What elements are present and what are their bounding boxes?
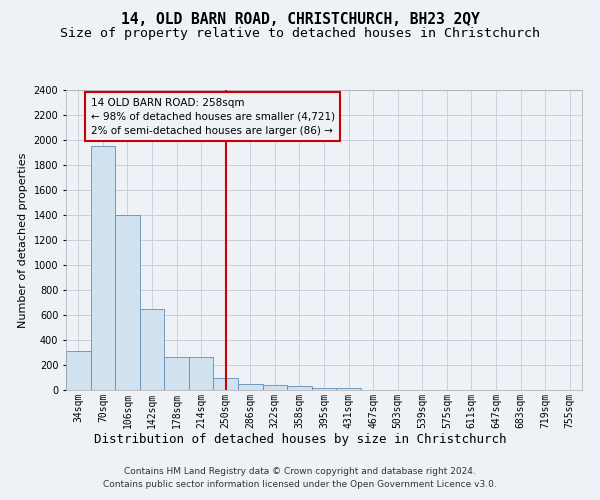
Text: 14 OLD BARN ROAD: 258sqm
← 98% of detached houses are smaller (4,721)
2% of semi: 14 OLD BARN ROAD: 258sqm ← 98% of detach… <box>91 98 335 136</box>
Bar <box>336 388 361 390</box>
Text: Distribution of detached houses by size in Christchurch: Distribution of detached houses by size … <box>94 432 506 446</box>
Bar <box>140 308 164 390</box>
Bar <box>115 215 140 390</box>
Bar <box>287 386 312 390</box>
Bar <box>214 378 238 390</box>
Text: Contains public sector information licensed under the Open Government Licence v3: Contains public sector information licen… <box>103 480 497 489</box>
Text: 14, OLD BARN ROAD, CHRISTCHURCH, BH23 2QY: 14, OLD BARN ROAD, CHRISTCHURCH, BH23 2Q… <box>121 12 479 28</box>
Text: Contains HM Land Registry data © Crown copyright and database right 2024.: Contains HM Land Registry data © Crown c… <box>124 467 476 476</box>
Bar <box>164 357 189 390</box>
Bar <box>312 388 336 390</box>
Bar <box>189 357 214 390</box>
Text: Size of property relative to detached houses in Christchurch: Size of property relative to detached ho… <box>60 28 540 40</box>
Bar <box>263 385 287 390</box>
Y-axis label: Number of detached properties: Number of detached properties <box>18 152 28 328</box>
Bar <box>238 384 263 390</box>
Bar <box>66 351 91 390</box>
Bar <box>91 146 115 390</box>
